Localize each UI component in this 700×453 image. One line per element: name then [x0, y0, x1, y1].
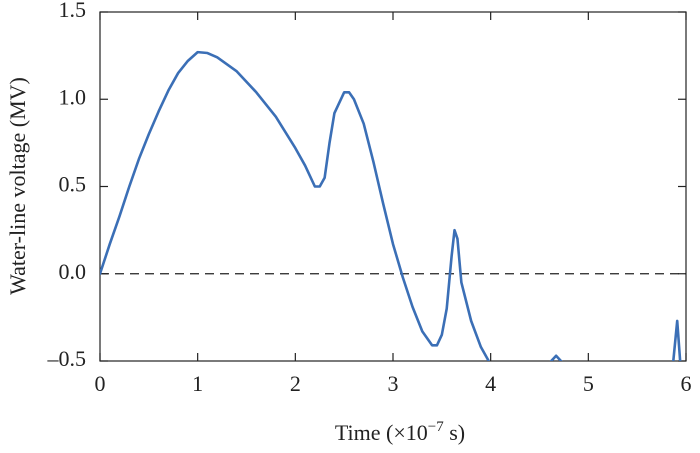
y-tick-label: 1.5 [59, 0, 87, 22]
x-tick-label: 4 [485, 371, 496, 396]
x-tick-label: 5 [583, 371, 594, 396]
y-tick-label: 0.5 [59, 172, 87, 197]
y-tick-label: 0.0 [59, 259, 87, 284]
x-axis-label: Time (×10−7 s) [335, 419, 465, 445]
x-tick-label: 2 [290, 371, 301, 396]
y-tick-label: –0.5 [47, 346, 87, 371]
x-label-exponent: −7 [428, 419, 444, 435]
data-line [100, 50, 682, 361]
x-tick-label: 3 [388, 371, 399, 396]
x-label-suffix: s) [444, 420, 465, 445]
plot-area [100, 50, 682, 361]
x-tick-label: 6 [681, 371, 692, 396]
y-tick-label: 1.0 [59, 84, 87, 109]
x-tick-label: 1 [192, 371, 203, 396]
x-label-text: Time (×10 [335, 420, 428, 445]
plot-frame [99, 11, 687, 362]
x-tick-label: 0 [95, 371, 106, 396]
y-axis-label: Water-line voltage (MV) [5, 77, 30, 295]
